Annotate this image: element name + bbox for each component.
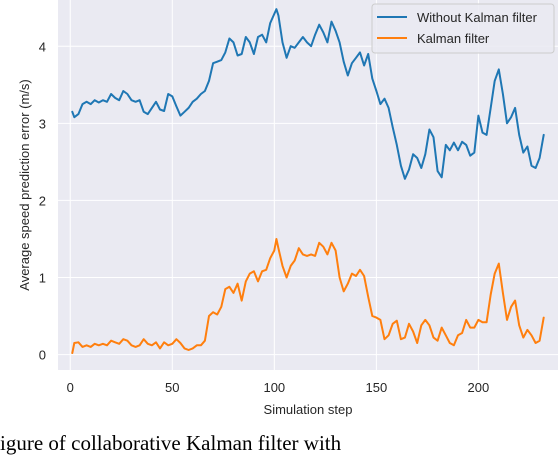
y-tick-label: 2: [39, 193, 46, 208]
y-tick-label: 3: [39, 116, 46, 131]
plot-background: [58, 0, 558, 370]
x-axis-label: Simulation step: [264, 402, 353, 417]
y-tick-label: 4: [39, 39, 46, 54]
series-line-without-kalman: [71, 8, 545, 180]
y-axis-label: Average speed prediction error (m/s): [17, 79, 32, 290]
legend: Without Kalman filter Kalman filter: [371, 3, 555, 54]
y-tick-label: 0: [39, 348, 46, 363]
x-tick-label: 0: [67, 380, 74, 395]
legend-label-without-kalman: Without Kalman filter: [417, 10, 538, 25]
figure-caption-fragment: igure of collaborative Kalman filter wit…: [0, 431, 342, 455]
x-tick-label: 200: [468, 380, 490, 395]
series-line-kalman: [71, 238, 545, 354]
y-tick-label: 1: [39, 271, 46, 286]
legend-box: [371, 3, 555, 54]
legend-label-kalman: Kalman filter: [417, 31, 490, 46]
x-tick-label: 50: [165, 380, 179, 395]
x-tick-label: 100: [263, 380, 285, 395]
x-tick-label: 150: [366, 380, 388, 395]
ticks: 0 50 100 150 200 0 1 2 3 4: [39, 39, 489, 395]
series-layer: [71, 8, 545, 354]
